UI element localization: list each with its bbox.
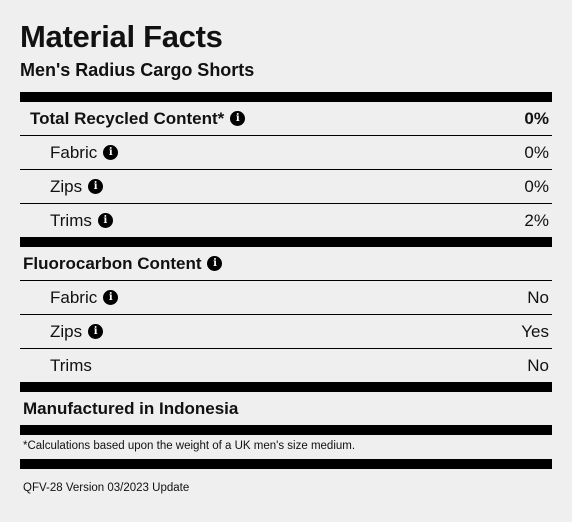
fluorocarbon-trims-row: Trims No <box>20 349 552 382</box>
divider <box>20 135 552 136</box>
divider <box>20 459 552 469</box>
fluorocarbon-heading-row: Fluorocarbon Content i <box>20 247 552 280</box>
recycled-trims-row: Trims i 2% <box>20 204 552 237</box>
row-label: Trims <box>50 210 92 230</box>
page-title: Material Facts <box>20 19 223 54</box>
row-value: No <box>527 287 549 307</box>
row-label: Zips <box>50 321 83 341</box>
recycled-total-value: 0% <box>524 108 549 128</box>
row-label: Zips <box>50 176 83 196</box>
info-icon[interactable]: i <box>103 145 119 160</box>
row-label: Trims <box>50 355 92 375</box>
row-value: 2% <box>524 210 549 230</box>
info-icon[interactable]: i <box>88 324 104 339</box>
recycled-total-label: Total Recycled Content* <box>30 108 225 128</box>
info-icon[interactable]: i <box>207 256 223 271</box>
divider <box>20 348 552 349</box>
divider <box>20 92 552 102</box>
row-label: Fabric <box>50 142 98 162</box>
info-icon[interactable]: i <box>88 179 104 194</box>
recycled-fabric-row: Fabric i 0% <box>20 136 552 169</box>
manufactured-in: Manufactured in Indonesia <box>23 399 239 418</box>
divider <box>20 280 552 281</box>
divider <box>20 425 552 435</box>
divider <box>20 169 552 170</box>
version-label: QFV-28 Version 03/2023 Update <box>23 482 190 494</box>
divider <box>20 237 552 247</box>
recycled-total-row: Total Recycled Content* i 0% <box>20 102 552 135</box>
row-value: No <box>527 355 549 375</box>
divider <box>20 203 552 204</box>
fluorocarbon-label: Fluorocarbon Content <box>23 253 202 273</box>
info-icon[interactable]: i <box>97 213 113 228</box>
footnote: *Calculations based upon the weight of a… <box>23 440 356 452</box>
row-value: 0% <box>524 142 549 162</box>
info-icon[interactable]: i <box>103 290 119 305</box>
fluorocarbon-zips-row: Zips i Yes <box>20 315 552 348</box>
fluorocarbon-fabric-row: Fabric i No <box>20 281 552 314</box>
row-label: Fabric <box>50 287 98 307</box>
row-value: 0% <box>524 176 549 196</box>
info-icon[interactable]: i <box>230 111 246 126</box>
divider <box>20 314 552 315</box>
divider <box>20 382 552 392</box>
product-name: Men's Radius Cargo Shorts <box>20 60 255 80</box>
recycled-zips-row: Zips i 0% <box>20 170 552 203</box>
row-value: Yes <box>521 321 549 341</box>
